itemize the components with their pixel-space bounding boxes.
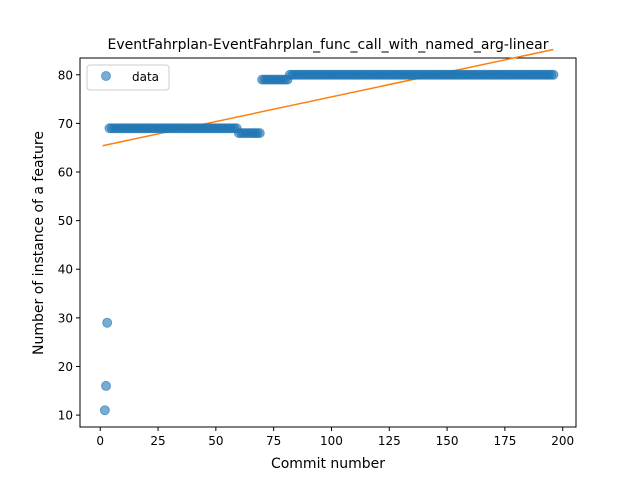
data-point	[254, 128, 265, 139]
x-axis-ticks: 0 25 50 75 100 125 150 175 200	[96, 427, 574, 448]
legend-marker	[101, 71, 111, 81]
y-tick-label: 50	[58, 214, 73, 228]
data-point	[102, 317, 113, 328]
y-axis-label: Number of instance of a feature	[31, 131, 47, 355]
y-axis-ticks: 10 20 30 40 50 60 70 80	[58, 68, 80, 423]
y-tick-label: 20	[58, 360, 73, 374]
data-points-layer	[99, 69, 559, 416]
y-tick-label: 40	[58, 263, 73, 277]
x-tick-label: 50	[208, 434, 223, 448]
legend: data	[86, 64, 170, 91]
data-point	[99, 405, 110, 416]
x-tick-label: 100	[320, 434, 343, 448]
legend-entry-label: data	[132, 70, 159, 84]
x-tick-label: 175	[493, 434, 516, 448]
axes-frame	[79, 57, 577, 428]
data-point	[548, 69, 559, 80]
x-tick-label: 150	[436, 434, 459, 448]
y-tick-label: 80	[58, 68, 73, 82]
y-tick-label: 30	[58, 311, 73, 325]
y-tick-label: 70	[58, 117, 73, 131]
x-tick-label: 0	[96, 434, 104, 448]
y-tick-label: 10	[58, 409, 73, 423]
data-point	[101, 380, 112, 391]
plot-area: 0 25 50 75 100 125 150 175 200 10 20 30 40 50 60 70 80	[58, 48, 577, 448]
x-tick-label: 75	[266, 434, 281, 448]
x-tick-label: 125	[378, 434, 401, 448]
x-tick-label: 200	[551, 434, 574, 448]
y-tick-label: 60	[58, 166, 73, 180]
chart-title: EventFahrplan-EventFahrplan_func_call_wi…	[107, 37, 548, 53]
x-tick-label: 25	[150, 434, 165, 448]
x-axis-label: Commit number	[271, 456, 385, 472]
